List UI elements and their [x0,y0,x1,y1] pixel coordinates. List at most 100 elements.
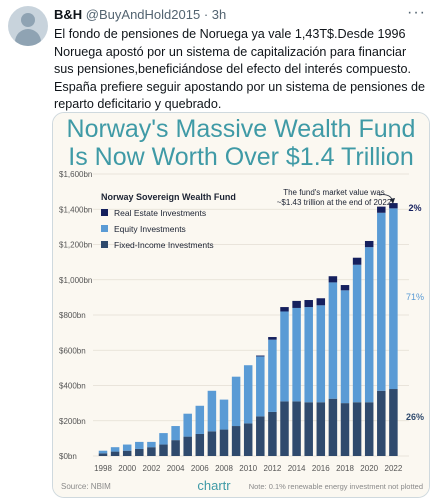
equity-bar [122,444,132,451]
fixed-income-bar [389,389,398,456]
real-estate-bar [316,298,326,306]
fixed-income-bar [304,402,313,456]
y-tick-label: $400bn [59,382,86,391]
equity-bar [219,399,229,430]
y-tick-label: $1,200bn [59,241,92,250]
equity-bar [268,339,277,412]
real-estate-bar [328,276,338,283]
equity-bar [207,390,217,432]
real-estate-bar [364,240,374,248]
y-axis-labels: $0bn $200bn $400bn $600bn $800bn $1,000bn $1,2… [59,170,92,461]
annotation-line1: The fund's market value was [283,188,385,197]
y-tick-label: $800bn [59,311,86,320]
equity-bar [231,376,241,427]
more-options-icon[interactable]: ··· [407,4,426,21]
fixed-income-bar [122,450,132,456]
equity-bar [243,365,253,424]
fixed-income-bar [98,453,108,456]
x-tick-label: 2010 [239,464,257,473]
y-tick-label: $1,000bn [59,276,92,285]
real-estate-bar [377,206,386,213]
pct-equity: 71% [406,292,424,302]
fixed-income-bar [340,403,350,456]
fixed-income-bar [110,451,120,456]
x-tick-label: 2006 [191,464,209,473]
tweet-text: El fondo de pensiones de Noruega ya vale… [54,27,426,111]
equity-bar [195,405,205,434]
equity-bar [159,433,168,445]
x-tick-label: 2014 [288,464,306,473]
fixed-income-bar [243,423,253,456]
real-estate-bar [304,300,313,308]
real-estate-bar [340,285,350,291]
real-estate-bar [389,203,398,209]
fixed-income-bar [219,429,229,456]
equity-bar [110,447,120,452]
brand-logo: chartr [197,478,231,493]
fixed-income-bar [207,431,217,456]
y-tick-label: $1,600bn [59,170,92,179]
equity-bar [389,208,398,390]
avatar[interactable] [8,6,48,46]
equity-bar [280,311,289,402]
fixed-income-bar [328,398,338,456]
x-tick-label: 2022 [385,464,403,473]
annotation: The fund's market value was ~$1.43 trill… [277,188,395,207]
y-tick-label: $0bn [59,452,77,461]
fixed-income-bar [292,401,301,456]
equity-bar [135,441,144,449]
chart-svg: Norway's Massive Wealth Fund Is Now Wort… [53,113,429,497]
real-estate-bar [256,355,265,357]
y-tick-label: $600bn [59,346,86,355]
pct-fixed-income: 26% [406,412,424,422]
x-tick-label: 2012 [264,464,282,473]
x-tick-label: 2016 [312,464,330,473]
x-tick-label: 2004 [167,464,185,473]
legend-label-fixed-income: Fixed-Income Investments [114,240,214,250]
equity-bar [340,290,350,404]
fixed-income-bar [159,444,168,456]
annotation-line2: ~$1.43 trillion at the end of 2022 [277,198,392,207]
handle[interactable]: @BuyAndHold2015 [85,7,201,22]
fixed-income-bar [183,436,192,456]
timestamp[interactable]: 3h [211,7,227,22]
avatar-torso [15,29,41,46]
display-name[interactable]: B&H [54,7,83,22]
x-tick-label: 1998 [94,464,112,473]
avatar-head [21,13,35,27]
fixed-income-bar [231,426,241,456]
fixed-income-bar [352,402,362,456]
fixed-income-bar [316,402,326,456]
equity-bar [328,282,338,399]
fixed-income-bar [364,402,374,456]
real-estate-bar [292,300,301,308]
chart-image[interactable]: Norway's Massive Wealth Fund Is Now Wort… [52,112,430,498]
x-tick-label: 2020 [360,464,378,473]
legend-swatch-fixed-income [101,241,108,248]
pct-real-estate: 2% [408,203,421,213]
legend: Norway Sovereign Wealth Fund Real Estate… [101,192,236,250]
equity-bar [352,264,362,403]
real-estate-bar [352,257,362,265]
equity-bar [183,413,192,437]
annotation-arrowhead [390,198,395,204]
footnote: Note: 0.1% renewable energy investment n… [249,482,423,491]
equity-bar [256,356,265,417]
equity-bar [364,247,374,403]
separator: · [203,7,209,22]
x-tick-label: 2002 [143,464,161,473]
legend-label-equity: Equity Investments [114,224,186,234]
real-estate-bar [268,337,277,340]
source-label: Source: NBIM [61,482,111,491]
equity-bar [292,307,301,402]
fixed-income-bar [195,433,205,456]
bars [98,203,398,456]
x-tick-label: 2008 [215,464,233,473]
equity-bar [377,212,386,391]
fixed-income-bar [377,390,386,456]
equity-bar [171,426,180,441]
x-tick-label: 2018 [336,464,354,473]
x-axis-labels: 1998 2000 2002 2004 2006 2008 2010 2012 2014 2016… [94,464,403,473]
tweet-body: El fondo de pensiones de Noruega ya vale… [54,26,428,114]
